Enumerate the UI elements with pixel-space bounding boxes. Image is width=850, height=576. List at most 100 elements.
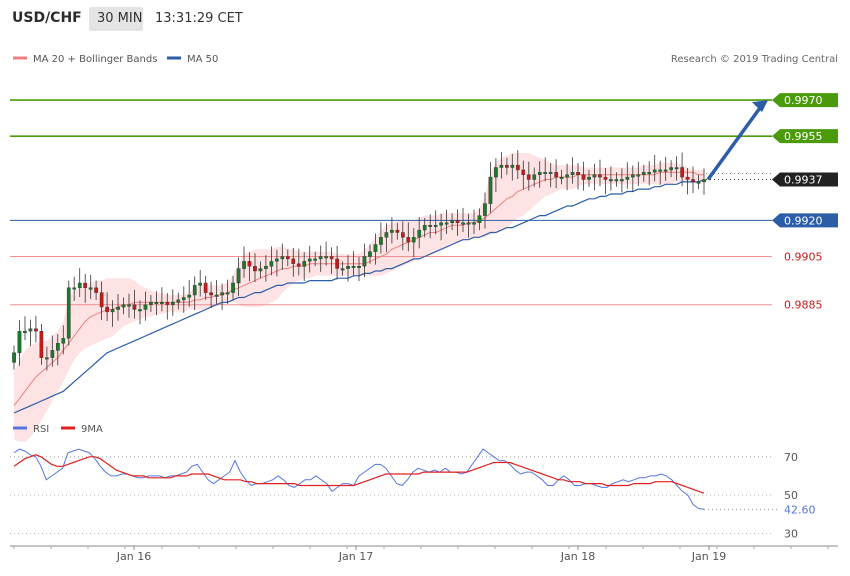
- candle-body: [598, 174, 602, 178]
- candle-body: [94, 287, 98, 293]
- candle-body: [351, 265, 356, 268]
- candle-body: [576, 172, 580, 175]
- candle-body: [395, 229, 400, 233]
- candle-body: [554, 172, 558, 178]
- candle-body: [428, 224, 432, 227]
- candle-body: [548, 172, 553, 175]
- rsi-tick-50: 50: [784, 489, 798, 502]
- rsi-last-value: 42.60: [784, 503, 816, 516]
- candle-body: [110, 309, 115, 313]
- candle-body: [647, 172, 652, 175]
- candle-body: [242, 261, 246, 269]
- candle-body: [603, 176, 608, 180]
- candle-body: [121, 304, 126, 308]
- candle-body: [143, 304, 148, 310]
- candle-body: [581, 174, 586, 180]
- candle-body: [685, 176, 690, 180]
- candle-body: [307, 258, 312, 262]
- candle-body: [247, 261, 252, 267]
- candle-body: [499, 164, 504, 168]
- timestamp: 13:31:29 CET: [155, 11, 243, 26]
- candle-body: [116, 306, 120, 310]
- level-tag-0.9970: [772, 93, 838, 108]
- candle-body: [368, 251, 372, 257]
- legend: MA 20 + Bollinger Bands MA 50 Research ©…: [13, 54, 838, 65]
- candle-body: [66, 287, 71, 339]
- candle-body: [231, 282, 235, 293]
- candles: [12, 150, 706, 371]
- candle-body: [269, 261, 274, 267]
- candle-body: [209, 292, 213, 296]
- candle-body: [696, 181, 701, 184]
- candle-body: [50, 350, 55, 358]
- rsi-ma-line: [13, 454, 705, 494]
- candle-body: [77, 282, 82, 289]
- last-price-label: 0.9937: [784, 174, 823, 187]
- candle-body: [138, 309, 142, 312]
- candle-body: [176, 299, 181, 303]
- candle-body: [663, 169, 668, 172]
- candle-body: [373, 244, 378, 252]
- candle-body: [565, 174, 569, 178]
- candle-body: [253, 265, 257, 272]
- candle-body: [28, 328, 33, 332]
- candle-body: [641, 172, 646, 175]
- candle-body: [401, 232, 405, 238]
- candle-body: [45, 357, 49, 360]
- candle-body: [99, 292, 104, 308]
- candle-body: [132, 304, 137, 310]
- rsi-tick-70: 70: [784, 451, 798, 464]
- candle-body: [159, 302, 164, 304]
- candle-body: [669, 167, 673, 171]
- candle-body: [105, 306, 109, 313]
- candle-body: [532, 174, 537, 180]
- candle-body: [406, 237, 411, 243]
- level-label-0.9905: 0.9905: [784, 251, 823, 264]
- candle-body: [620, 179, 624, 182]
- candle-body: [455, 220, 460, 223]
- candle-body: [220, 292, 224, 296]
- candle-body: [625, 176, 630, 180]
- candle-body: [444, 222, 449, 225]
- level-label-0.9955: 0.9955: [784, 130, 823, 143]
- candle-body: [340, 268, 345, 271]
- bollinger-band-fill: [14, 153, 704, 442]
- candle-body: [203, 282, 208, 293]
- time-tick-label: Jan 16: [116, 550, 151, 563]
- ma20-legend-label: MA 20 + Bollinger Bands: [33, 54, 157, 65]
- candle-body: [691, 179, 695, 183]
- candle-body: [658, 169, 662, 172]
- candle-body: [614, 179, 619, 182]
- candle-body: [280, 256, 285, 260]
- candle-body: [296, 263, 301, 267]
- time-axis: Jan 16 Jan 17 Jan 18 Jan 19: [10, 545, 838, 563]
- credit-label: Research © 2019 Trading Central: [671, 54, 838, 65]
- candle-body: [83, 282, 87, 289]
- candle-body: [390, 229, 394, 233]
- candle-body: [165, 302, 170, 305]
- candle-body: [225, 292, 230, 295]
- candle-body: [181, 297, 186, 301]
- level-label-0.9920: 0.9920: [784, 214, 823, 227]
- timeframe-button[interactable]: [89, 7, 143, 31]
- candle-body: [302, 261, 307, 267]
- candle-body: [516, 164, 520, 171]
- candle-body: [570, 172, 575, 175]
- horizontal-levels: [10, 99, 838, 306]
- candle-body: [258, 268, 263, 272]
- candle-body: [587, 176, 591, 180]
- forecast-arrow: [706, 100, 768, 181]
- candle-body: [236, 268, 241, 284]
- candle-body: [609, 179, 613, 182]
- candle-body: [472, 222, 476, 225]
- level-labels: 0.9970 0.9955 0.9937 0.9920 0.9905 0.9885: [772, 93, 838, 312]
- candle-body: [214, 294, 219, 297]
- chart-header: USD/CHF 30 MIN 13:31:29 CET: [0, 0, 850, 38]
- candle-body: [674, 167, 679, 170]
- level-label-0.9885: 0.9885: [784, 299, 823, 312]
- candle-body: [264, 265, 268, 269]
- candle-body: [702, 179, 706, 183]
- rsi-legend-label: RSI: [33, 424, 49, 435]
- timeframe-label[interactable]: 30 MIN: [97, 11, 143, 26]
- symbol-title: USD/CHF: [12, 10, 82, 26]
